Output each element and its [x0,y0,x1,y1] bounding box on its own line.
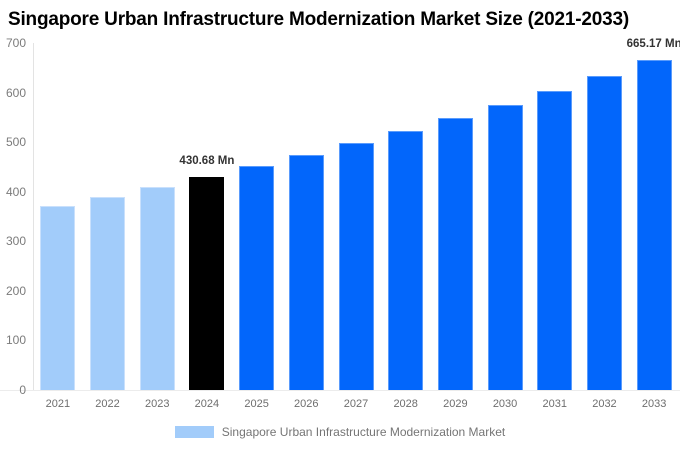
x-tick-label-2030: 2030 [492,398,518,410]
x-tick-label-2026: 2026 [294,398,319,410]
value-label-2024: 430.68 Mn [179,154,235,167]
bar-2033[interactable] [636,60,672,390]
bar-2028[interactable] [388,131,424,390]
bar-2027[interactable] [338,143,374,390]
x-axis-line [0,390,680,391]
bar-2022[interactable] [90,196,126,390]
x-tick-label-2027: 2027 [343,398,369,410]
y-tick-label-0: 0 [19,383,26,397]
legend-item[interactable]: Singapore Urban Infrastructure Moderniza… [0,425,680,439]
x-tick-label-2033: 2033 [641,398,667,410]
value-label-2033: 665.17 Mn [626,38,680,51]
x-tick-label-2028: 2028 [393,398,418,410]
y-axis-line [33,43,34,391]
bar-2030[interactable] [487,104,523,390]
bar-2032[interactable] [586,75,622,390]
y-tick-label-700: 700 [5,36,26,50]
x-tick-label-2031: 2031 [542,398,567,410]
bar-2025[interactable] [239,165,275,390]
x-tick-label-2022: 2022 [95,398,120,410]
y-tick-label-600: 600 [5,85,26,100]
x-tick-label-2032: 2032 [592,398,617,410]
bar-2029[interactable] [437,118,473,390]
bar-2021[interactable] [40,206,76,390]
legend-label: Singapore Urban Infrastructure Moderniza… [221,425,506,439]
x-tick-label-2025: 2025 [244,398,269,410]
bar-2026[interactable] [288,155,324,390]
y-tick-label-100: 100 [5,333,26,348]
y-tick-label-300: 300 [5,234,26,249]
bar-2024[interactable] [189,176,225,390]
y-tick-label-400: 400 [5,184,26,199]
chart-title: Singapore Urban Infrastructure Moderniza… [8,9,629,30]
y-tick-label-200: 200 [5,283,26,298]
x-tick-label-2023: 2023 [144,398,170,410]
x-tick-label-2024: 2024 [194,398,220,410]
x-tick-label-2021: 2021 [45,398,71,410]
bar-2023[interactable] [139,186,175,390]
y-tick-label-500: 500 [5,135,26,150]
legend-swatch-icon [174,426,214,438]
x-tick-label-2029: 2029 [443,398,468,410]
bar-2031[interactable] [537,90,573,390]
